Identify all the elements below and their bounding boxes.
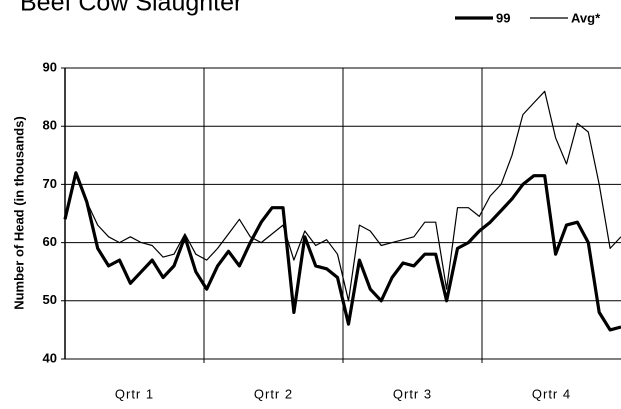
y-tick-label: 40 [43,350,57,365]
chart-title: Beef Cow Slaughter [20,0,242,17]
y-axis-label: Number of Head (in thousands) [11,116,26,310]
y-tick-label: 70 [43,176,57,191]
legend-label: 99 [496,10,510,25]
x-tick-label: Qrtr 4 [532,386,571,401]
y-tick-label: 60 [43,234,57,249]
series-line [64,90,621,302]
series-line [63,171,621,332]
legend-label: Avg* [571,10,601,25]
x-tick-label: Qrtr 2 [254,386,293,401]
x-tick-label: Qrtr 1 [115,386,154,401]
x-tick-label: Qrtr 3 [393,386,432,401]
y-tick-label: 90 [43,59,57,74]
y-tick-label: 80 [43,118,57,133]
y-tick-label: 50 [43,292,57,307]
